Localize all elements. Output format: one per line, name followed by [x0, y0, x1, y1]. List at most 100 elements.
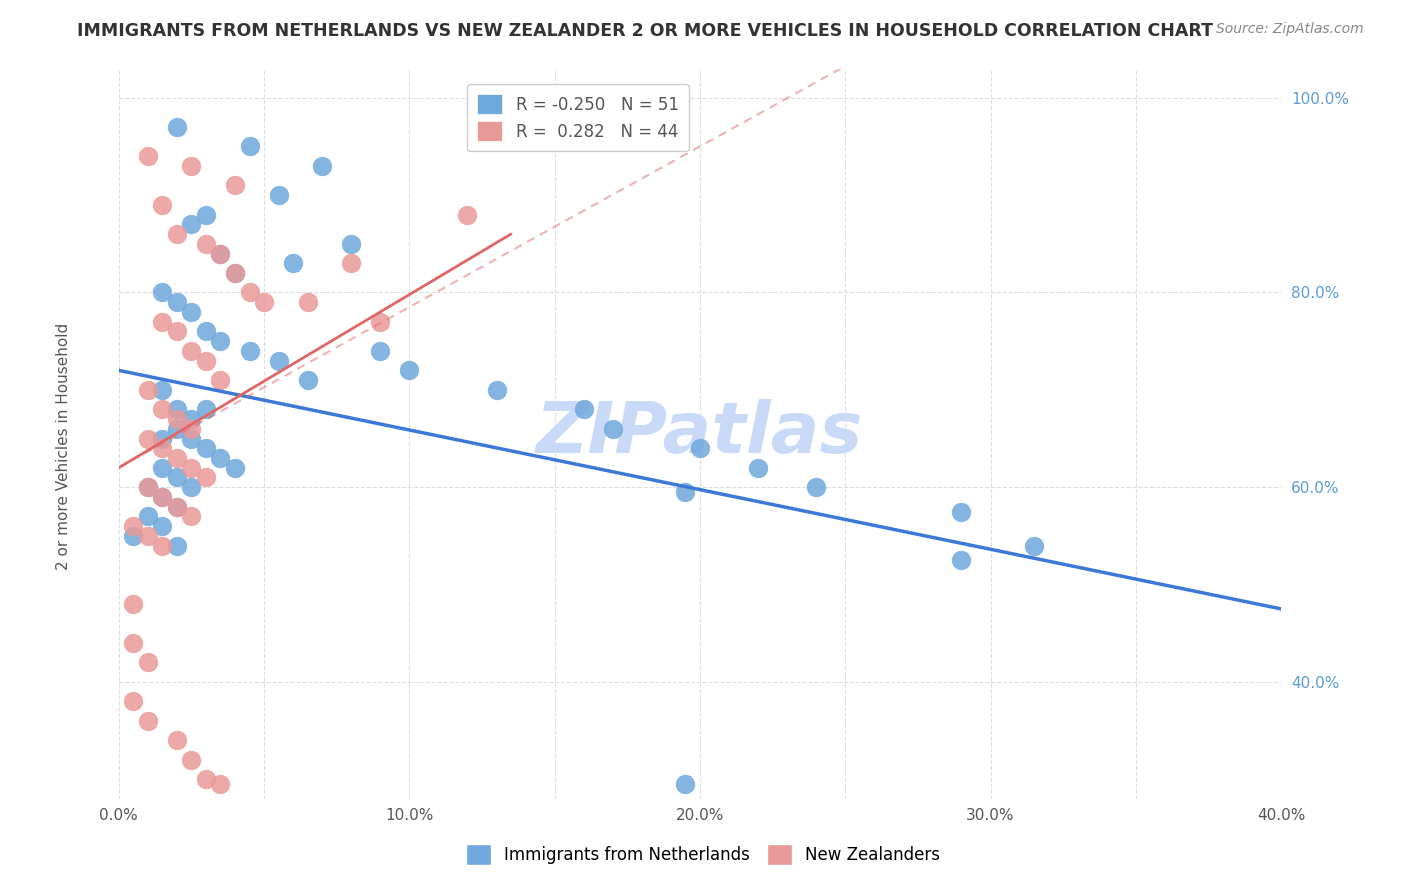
Point — [804, 480, 827, 494]
Point — [368, 315, 391, 329]
Point — [209, 373, 232, 387]
Point — [166, 500, 188, 514]
Point — [166, 120, 188, 134]
Point — [180, 432, 202, 446]
Point — [136, 480, 159, 494]
Point — [150, 460, 173, 475]
Text: 2 or more Vehicles in Household: 2 or more Vehicles in Household — [56, 322, 70, 570]
Point — [602, 422, 624, 436]
Point — [122, 597, 145, 611]
Point — [136, 432, 159, 446]
Point — [122, 636, 145, 650]
Point — [136, 656, 159, 670]
Point — [136, 509, 159, 524]
Point — [136, 149, 159, 163]
Point — [281, 256, 304, 270]
Point — [267, 353, 290, 368]
Point — [150, 519, 173, 533]
Point — [253, 295, 276, 310]
Point — [194, 772, 217, 787]
Point — [150, 539, 173, 553]
Point — [194, 353, 217, 368]
Point — [150, 432, 173, 446]
Point — [150, 490, 173, 504]
Point — [166, 227, 188, 241]
Point — [166, 539, 188, 553]
Point — [166, 470, 188, 484]
Point — [194, 470, 217, 484]
Point — [485, 383, 508, 397]
Point — [180, 480, 202, 494]
Point — [180, 343, 202, 358]
Point — [180, 422, 202, 436]
Point — [194, 402, 217, 417]
Point — [150, 285, 173, 300]
Point — [136, 714, 159, 728]
Point — [224, 178, 246, 193]
Point — [166, 733, 188, 747]
Point — [136, 383, 159, 397]
Point — [180, 217, 202, 231]
Point — [224, 460, 246, 475]
Point — [122, 519, 145, 533]
Point — [150, 442, 173, 456]
Point — [180, 412, 202, 426]
Point — [194, 236, 217, 251]
Point — [166, 325, 188, 339]
Point — [180, 305, 202, 319]
Point — [122, 529, 145, 543]
Point — [194, 208, 217, 222]
Point — [950, 553, 973, 567]
Point — [572, 402, 595, 417]
Text: Source: ZipAtlas.com: Source: ZipAtlas.com — [1216, 22, 1364, 37]
Point — [150, 402, 173, 417]
Legend: Immigrants from Netherlands, New Zealanders: Immigrants from Netherlands, New Zealand… — [456, 834, 950, 875]
Point — [180, 460, 202, 475]
Point — [340, 256, 363, 270]
Point — [180, 159, 202, 173]
Point — [194, 442, 217, 456]
Point — [950, 504, 973, 518]
Point — [122, 694, 145, 708]
Point — [1022, 539, 1045, 553]
Point — [398, 363, 420, 377]
Point — [180, 509, 202, 524]
Point — [238, 285, 260, 300]
Point — [689, 442, 711, 456]
Point — [267, 188, 290, 202]
Point — [136, 480, 159, 494]
Point — [150, 315, 173, 329]
Point — [136, 529, 159, 543]
Point — [224, 266, 246, 280]
Point — [209, 334, 232, 348]
Point — [340, 236, 363, 251]
Point — [166, 500, 188, 514]
Point — [673, 777, 696, 791]
Point — [224, 266, 246, 280]
Point — [238, 139, 260, 153]
Point — [180, 753, 202, 767]
Point — [238, 343, 260, 358]
Point — [297, 295, 319, 310]
Point — [166, 295, 188, 310]
Point — [209, 246, 232, 260]
Point — [166, 412, 188, 426]
Point — [166, 450, 188, 465]
Text: IMMIGRANTS FROM NETHERLANDS VS NEW ZEALANDER 2 OR MORE VEHICLES IN HOUSEHOLD COR: IMMIGRANTS FROM NETHERLANDS VS NEW ZEALA… — [77, 22, 1213, 40]
Point — [150, 490, 173, 504]
Point — [150, 198, 173, 212]
Point — [747, 460, 769, 475]
Point — [673, 485, 696, 500]
Point — [311, 159, 333, 173]
Point — [209, 777, 232, 791]
Legend: R = -0.250   N = 51, R =  0.282   N = 44: R = -0.250 N = 51, R = 0.282 N = 44 — [467, 84, 689, 152]
Point — [209, 450, 232, 465]
Point — [150, 383, 173, 397]
Point — [166, 402, 188, 417]
Point — [166, 422, 188, 436]
Point — [368, 343, 391, 358]
Text: ZIPatlas: ZIPatlas — [536, 399, 863, 468]
Point — [456, 208, 478, 222]
Point — [194, 325, 217, 339]
Point — [297, 373, 319, 387]
